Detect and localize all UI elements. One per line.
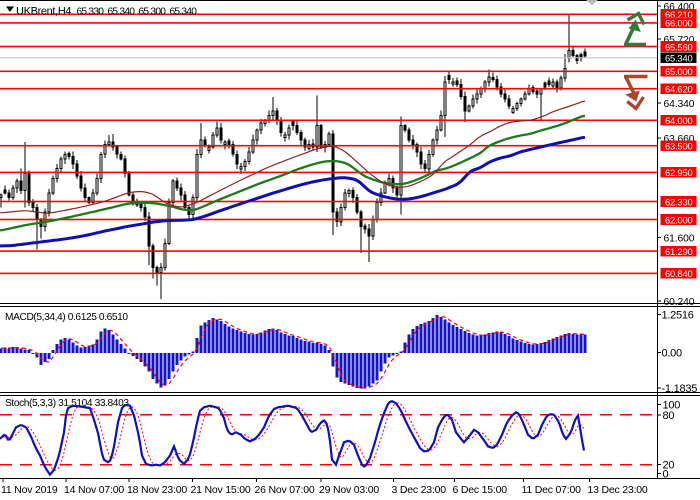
svg-text:80: 80 [663, 410, 675, 422]
svg-text:Stoch(5,3,3) 31.5104 33.8403: Stoch(5,3,3) 31.5104 33.8403 [5, 398, 129, 409]
svg-text:61.290: 61.290 [665, 246, 692, 257]
svg-text:0.00: 0.00 [662, 348, 683, 360]
svg-text:100: 100 [663, 400, 681, 412]
svg-text:26 Nov 07:00: 26 Nov 07:00 [255, 484, 315, 496]
svg-text:65.000: 65.000 [665, 66, 692, 77]
svg-text:6 Dec 15:00: 6 Dec 15:00 [453, 484, 508, 496]
svg-text:62.330: 62.330 [665, 196, 692, 207]
svg-text:65.720: 65.720 [664, 35, 695, 46]
svg-text:-1.1835: -1.1835 [662, 383, 698, 395]
svg-text:29 Nov 03:00: 29 Nov 03:00 [319, 484, 379, 496]
svg-text:UKBrent,H4: UKBrent,H4 [16, 6, 71, 18]
svg-text:11 Nov 2019: 11 Nov 2019 [1, 484, 58, 496]
svg-text:63.500: 63.500 [665, 141, 692, 152]
svg-text:0: 0 [663, 469, 669, 481]
svg-text:62.000: 62.000 [665, 214, 692, 225]
svg-text:65.340: 65.340 [108, 7, 136, 18]
svg-text:1.2516: 1.2516 [662, 310, 694, 322]
svg-text:20: 20 [663, 460, 675, 472]
svg-text:13 Dec 23:00: 13 Dec 23:00 [588, 484, 648, 496]
svg-text:62.950: 62.950 [665, 167, 692, 178]
svg-text:65.340: 65.340 [170, 7, 198, 18]
svg-text:65.560: 65.560 [665, 41, 692, 52]
svg-text:MACD(5,34,4) 0.6125 0.6510: MACD(5,34,4) 0.6125 0.6510 [5, 312, 128, 323]
svg-text:66.210: 66.210 [665, 9, 692, 20]
svg-text:61.600: 61.600 [664, 233, 695, 244]
svg-text:63.660: 63.660 [664, 134, 695, 145]
svg-text:60.840: 60.840 [665, 268, 692, 279]
svg-text:64.340: 64.340 [664, 99, 695, 110]
svg-text:65.300: 65.300 [139, 7, 167, 18]
svg-text:64.620: 64.620 [665, 84, 692, 95]
svg-text:66.000: 66.000 [665, 18, 692, 29]
svg-text:60.240: 60.240 [664, 297, 695, 308]
svg-text:64.000: 64.000 [665, 115, 692, 126]
svg-text:66.400: 66.400 [664, 2, 695, 13]
svg-text:65.340: 65.340 [665, 53, 692, 64]
svg-text:3 Dec 23:00: 3 Dec 23:00 [392, 484, 447, 496]
svg-text:65.330: 65.330 [77, 7, 105, 18]
svg-text:18 Nov 23:00: 18 Nov 23:00 [127, 484, 187, 496]
svg-text:21 Nov 15:00: 21 Nov 15:00 [191, 484, 251, 496]
svg-text:11 Dec 07:00: 11 Dec 07:00 [522, 484, 582, 496]
svg-text:14 Nov 07:00: 14 Nov 07:00 [64, 484, 124, 496]
